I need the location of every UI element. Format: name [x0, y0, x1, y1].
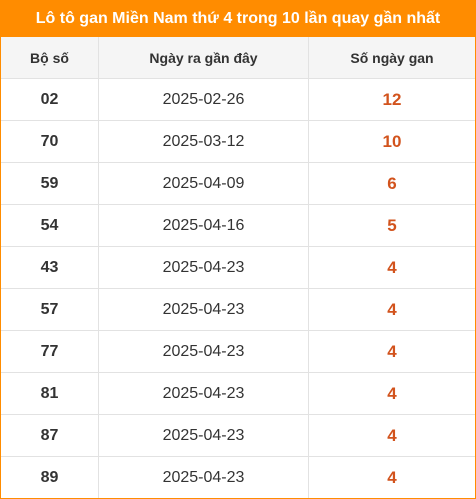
row-number: 43: [40, 258, 59, 276]
row-last-date: 2025-04-23: [98, 373, 309, 414]
table-row: 02 2025-02-26 12: [1, 79, 475, 121]
table-row: 89 2025-04-23 4: [1, 457, 475, 498]
row-last-date: 2025-03-12: [98, 121, 309, 162]
table-row: 43 2025-04-23 4: [1, 247, 475, 289]
row-days-gap: 6: [387, 173, 397, 193]
header-last-date: Ngày ra gần đây: [98, 37, 309, 78]
row-number: 70: [40, 132, 59, 150]
row-number: 59: [40, 174, 59, 192]
header-days-gap: Số ngày gan: [350, 49, 434, 66]
row-days-gap: 4: [387, 257, 397, 277]
row-last-date: 2025-04-16: [98, 205, 309, 246]
row-last-date: 2025-04-23: [98, 415, 309, 456]
row-last-date: 2025-02-26: [98, 79, 309, 120]
row-last-date: 2025-04-23: [98, 457, 309, 498]
row-number: 89: [40, 468, 59, 486]
row-days-gap: 12: [382, 89, 402, 109]
table-row: 87 2025-04-23 4: [1, 415, 475, 457]
row-days-gap: 4: [387, 383, 397, 403]
header-number: Bộ số: [30, 49, 69, 66]
row-number: 77: [40, 342, 59, 360]
table-row: 81 2025-04-23 4: [1, 373, 475, 415]
row-days-gap: 4: [387, 425, 397, 445]
row-days-gap: 4: [387, 467, 397, 487]
row-days-gap: 5: [387, 215, 397, 235]
row-days-gap: 10: [382, 131, 402, 151]
row-number: 54: [40, 216, 59, 234]
row-number: 02: [40, 90, 59, 108]
row-last-date: 2025-04-09: [98, 163, 309, 204]
row-last-date: 2025-04-23: [98, 247, 309, 288]
row-number: 57: [40, 300, 59, 318]
table-header-row: Bộ số Ngày ra gần đây Số ngày gan: [1, 37, 475, 79]
table-row: 57 2025-04-23 4: [1, 289, 475, 331]
row-number: 87: [40, 426, 59, 444]
table-title: Lô tô gan Miền Nam thứ 4 trong 10 lần qu…: [1, 1, 475, 37]
table-row: 77 2025-04-23 4: [1, 331, 475, 373]
table-row: 54 2025-04-16 5: [1, 205, 475, 247]
row-days-gap: 4: [387, 341, 397, 361]
row-last-date: 2025-04-23: [98, 331, 309, 372]
table-row: 70 2025-03-12 10: [1, 121, 475, 163]
row-days-gap: 4: [387, 299, 397, 319]
row-number: 81: [40, 384, 59, 402]
table-body: 02 2025-02-26 12 70 2025-03-12 10 59 202…: [1, 79, 475, 498]
row-last-date: 2025-04-23: [98, 289, 309, 330]
table-row: 59 2025-04-09 6: [1, 163, 475, 205]
